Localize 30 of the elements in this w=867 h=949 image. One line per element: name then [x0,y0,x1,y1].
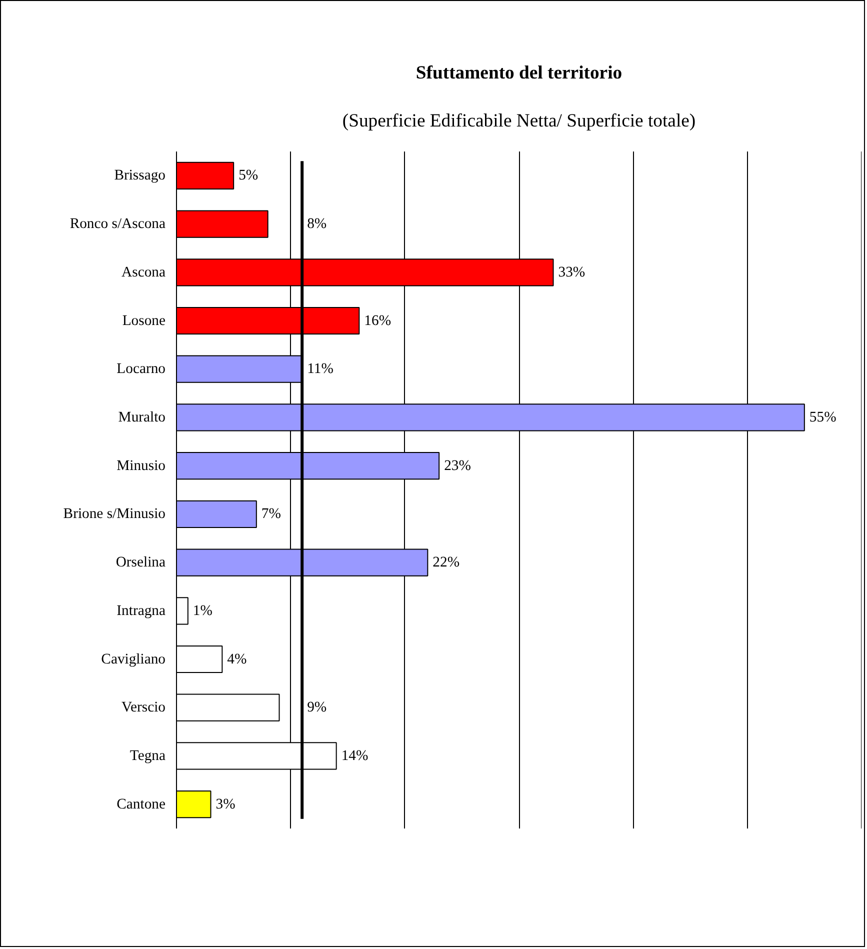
y-tick-label: Losone [122,312,166,329]
data-label: 4% [227,651,247,668]
data-label: 16% [364,312,392,329]
y-tick-label: Ronco s/Ascona [70,216,166,232]
y-tick-label: Orselina [116,554,166,571]
y-tick-label: Cantone [116,796,166,812]
y-tick-label: Minusio [116,458,166,474]
data-label: 33% [558,264,586,280]
y-tick-label: Intragna [116,602,166,619]
y-tick-label: Brissago [114,168,166,184]
y-tick-label: Cavigliano [101,651,166,668]
data-label: 55% [809,409,836,426]
data-label: 22% [432,554,460,571]
chart-title: Sfuttamento del territorio [416,62,622,84]
data-label: 9% [307,700,327,716]
y-tick-label: Muralto [118,409,166,426]
data-label: 5% [238,168,258,184]
data-label: 11% [307,361,334,378]
data-label: 1% [192,602,212,619]
y-tick-label: Ascona [122,264,166,280]
y-tick-label: Tegna [130,748,166,764]
data-label: 3% [216,796,236,812]
data-label: 23% [444,458,471,474]
data-label: 8% [307,216,327,232]
y-tick-label: Locarno [116,361,166,378]
y-tick-label: Brione s/Minusio [63,506,166,522]
y-tick-label: Verscio [122,700,166,716]
data-label: 14% [341,748,368,764]
chart-subtitle: (Superficie Edificabile Netta/ Superficie totale) [342,110,696,132]
data-label: 7% [261,506,281,522]
